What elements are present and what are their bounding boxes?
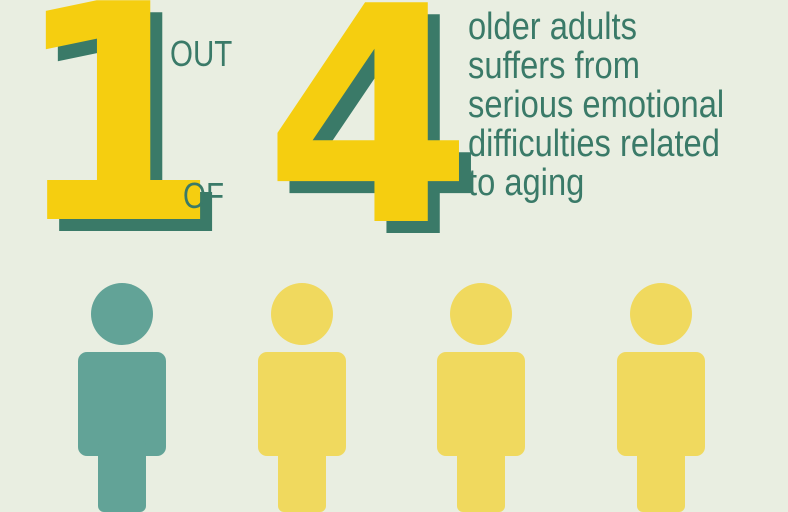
of-label: OF: [183, 175, 224, 216]
person-icon: [437, 283, 525, 512]
person-icon: [78, 283, 166, 512]
denominator-number: 4: [264, 0, 473, 292]
person-icon: [617, 283, 705, 512]
numerator-shadow: 1: [24, 0, 233, 302]
person-torso: [617, 352, 705, 456]
person-head: [450, 283, 512, 345]
person-head: [271, 283, 333, 345]
statement-line: serious emotional: [468, 84, 725, 126]
person-icon: [258, 283, 346, 512]
statement-line: older adults: [468, 6, 637, 48]
numerator-number: 1: [12, 0, 221, 290]
person-head: [91, 283, 153, 345]
person-head: [630, 283, 692, 345]
person-legs: [98, 440, 146, 512]
person-torso: [78, 352, 166, 456]
statement-line: suffers from: [468, 45, 640, 87]
denominator-shadow: 4: [276, 0, 485, 304]
person-torso: [437, 352, 525, 456]
statement-text: older adults suffers from serious emotio…: [468, 8, 786, 203]
statement-line: difficulties related: [468, 123, 720, 165]
person-legs: [278, 440, 326, 512]
out-label: OUT: [170, 33, 233, 74]
person-legs: [637, 440, 685, 512]
person-torso: [258, 352, 346, 456]
statement-line: to aging: [468, 162, 585, 204]
person-legs: [457, 440, 505, 512]
